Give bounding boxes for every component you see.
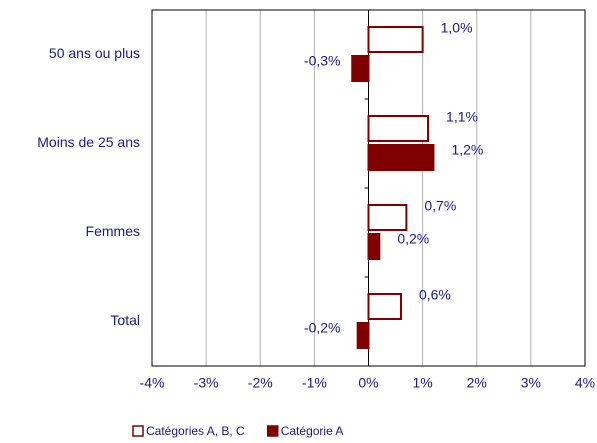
data-label: 0,7% bbox=[424, 198, 456, 214]
bar bbox=[351, 55, 370, 82]
y-tick-label: 50 ans ou plus bbox=[49, 45, 140, 61]
legend-swatch bbox=[132, 425, 144, 437]
legend-swatch bbox=[266, 425, 279, 437]
bar bbox=[367, 233, 381, 260]
data-label: 1,2% bbox=[451, 142, 483, 158]
x-tick-label: 1% bbox=[413, 375, 433, 391]
data-label: 0,6% bbox=[419, 287, 451, 303]
x-tick-label: 0% bbox=[358, 375, 378, 391]
bar bbox=[356, 322, 370, 349]
bar bbox=[367, 144, 435, 171]
data-label: 0,2% bbox=[397, 231, 429, 247]
x-tick-label: 3% bbox=[521, 375, 541, 391]
bar bbox=[367, 293, 402, 320]
data-label: -0,3% bbox=[304, 53, 341, 69]
x-tick-label: -4% bbox=[140, 375, 165, 391]
data-label: 1,1% bbox=[446, 109, 478, 125]
y-tick-label: Femmes bbox=[86, 223, 140, 239]
y-tick-label: Total bbox=[110, 312, 140, 328]
bar bbox=[367, 115, 430, 142]
legend-label: Catégories A, B, C bbox=[146, 424, 245, 438]
x-tick-label: -3% bbox=[194, 375, 219, 391]
bar bbox=[367, 26, 424, 53]
data-label: -0,2% bbox=[304, 320, 341, 336]
y-tick-label: Moins de 25 ans bbox=[37, 134, 140, 150]
x-tick-label: 2% bbox=[467, 375, 487, 391]
x-tick-label: 4% bbox=[575, 375, 595, 391]
bar bbox=[367, 204, 408, 231]
data-label: 1,0% bbox=[441, 20, 473, 36]
legend-label: Catégorie A bbox=[281, 424, 344, 438]
x-tick-label: -1% bbox=[302, 375, 327, 391]
x-tick-label: -2% bbox=[248, 375, 273, 391]
